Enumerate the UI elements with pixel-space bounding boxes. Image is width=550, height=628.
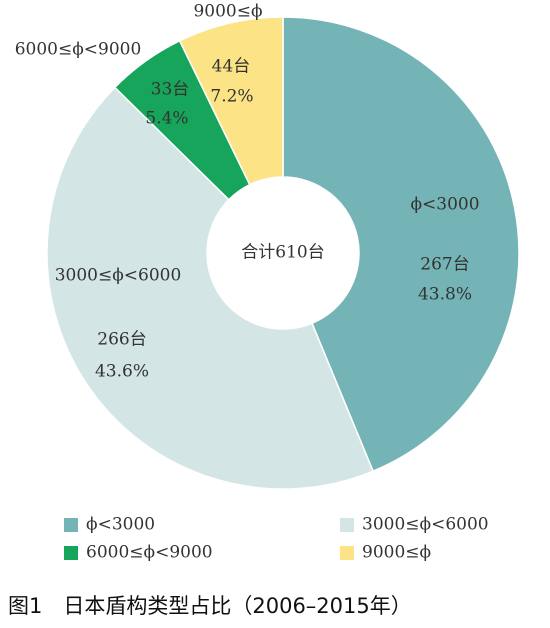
legend-label: 6000≤ϕ<9000: [86, 543, 213, 563]
slice: [282, 16, 520, 473]
slice: [178, 16, 284, 186]
slice-category: 3000≤ϕ<6000: [55, 266, 182, 286]
slice-category: ϕ<3000: [410, 195, 479, 215]
legend-swatch: [340, 546, 354, 560]
slice-category: 6000≤ϕ<9000: [15, 40, 142, 60]
percent-label: 5.4%: [145, 109, 188, 129]
value-label: 44台: [212, 57, 251, 77]
slice-category: 9000≤ϕ: [193, 2, 262, 22]
value-label: 33台: [151, 80, 190, 100]
legend-swatch: [64, 518, 78, 532]
value-label: 267台: [420, 255, 469, 275]
chart-title: 图1 日本盾构类型占比（2006–2015年）: [8, 594, 412, 618]
value-label: 266台: [97, 330, 146, 350]
percent-label: 43.8%: [418, 285, 472, 305]
slice: [46, 86, 375, 490]
center-label: 合计610台: [241, 243, 324, 263]
percent-label: 43.6%: [95, 362, 149, 382]
legend-label: 9000≤ϕ: [362, 543, 431, 563]
percent-label: 7.2%: [210, 87, 253, 107]
legend-swatch: [64, 546, 78, 560]
legend-label: 3000≤ϕ<6000: [362, 515, 489, 535]
legend-swatch: [340, 518, 354, 532]
legend-label: ϕ<3000: [86, 515, 155, 535]
